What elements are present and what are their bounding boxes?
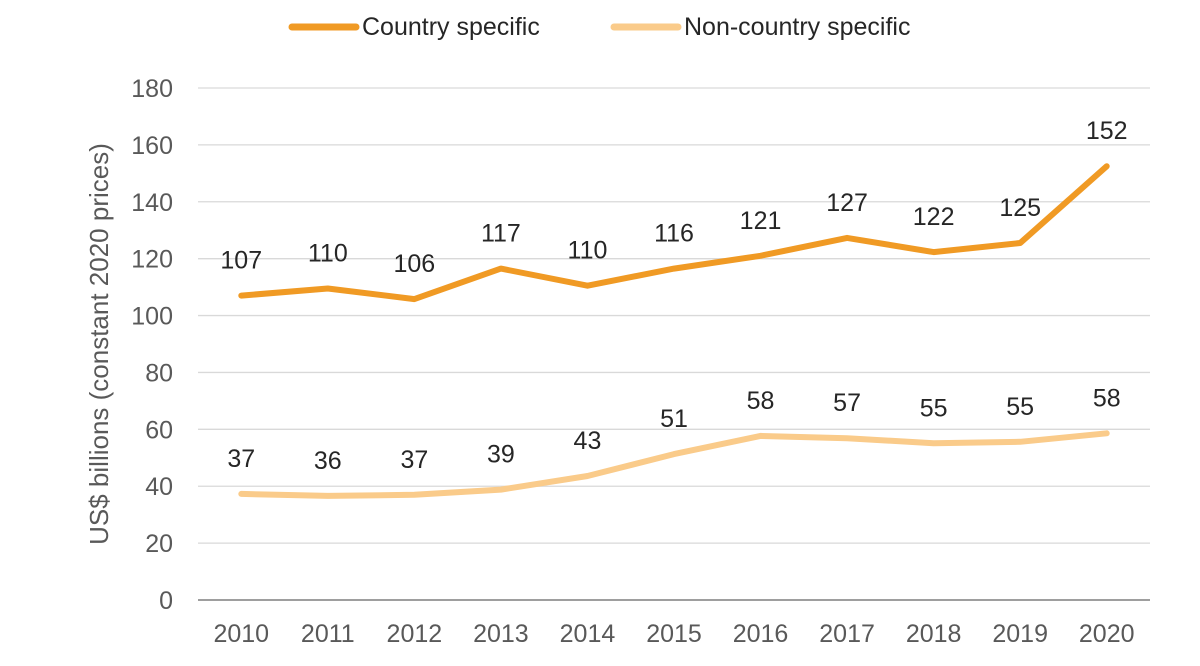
- series-line-country-specific: [238, 163, 1110, 303]
- data-label: 122: [913, 203, 955, 231]
- legend-label-non-country-specific: Non-country specific: [684, 13, 910, 41]
- y-tick-label: 20: [145, 530, 173, 558]
- data-label: 36: [314, 447, 342, 475]
- y-tick-label: 40: [145, 473, 173, 501]
- y-axis-title: US$ billions (constant 2020 prices): [84, 143, 114, 545]
- data-label: 121: [740, 207, 782, 235]
- series-lines: [238, 163, 1110, 499]
- data-label: 55: [1006, 393, 1034, 421]
- data-label: 116: [654, 220, 694, 248]
- data-label: 152: [1086, 117, 1128, 145]
- data-label: 58: [1093, 384, 1121, 412]
- data-label: 37: [227, 445, 255, 473]
- x-tick-label: 2013: [473, 620, 529, 648]
- data-label: 43: [574, 427, 602, 455]
- y-tick-label: 0: [159, 587, 173, 615]
- x-tick-label: 2014: [560, 620, 616, 648]
- x-tick-label: 2018: [906, 620, 962, 648]
- data-label: 107: [220, 247, 262, 275]
- data-label: 117: [481, 220, 521, 248]
- series-line-non-country-specific: [238, 430, 1110, 499]
- data-label: 58: [747, 387, 775, 415]
- data-label: 110: [568, 237, 608, 265]
- y-tick-label: 60: [145, 416, 173, 444]
- data-label: 127: [826, 189, 868, 217]
- data-labels: 107 110 106 117 110 116 121 127 122 125 152 37 36 37 3…: [220, 117, 1127, 475]
- y-tick-label: 100: [131, 303, 173, 331]
- y-tick-label: 80: [145, 359, 173, 387]
- data-label: 37: [400, 446, 428, 474]
- x-tick-label: 2017: [819, 620, 875, 648]
- data-label: 110: [308, 240, 348, 268]
- data-label: 125: [999, 194, 1041, 222]
- data-label: 106: [394, 250, 436, 278]
- y-tick-label: 180: [131, 75, 173, 103]
- y-tick-label: 140: [131, 189, 173, 217]
- data-label: 55: [920, 394, 948, 422]
- data-label: 51: [660, 405, 688, 433]
- x-tick-label: 2016: [733, 620, 789, 648]
- x-tick-label: 2015: [646, 620, 702, 648]
- x-tick-label: 2011: [301, 620, 355, 648]
- data-label: 57: [833, 389, 861, 417]
- legend-label-country-specific: Country specific: [362, 13, 540, 41]
- x-axis-ticks: 2010 2011 2012 2013 2014 2015 2016 2017 2018 2019…: [213, 620, 1134, 648]
- data-label: 39: [487, 441, 515, 469]
- legend: Country specific Non-country specific: [288, 13, 910, 41]
- y-axis-ticks: 0 20 40 60 80 100 120 140 160 180: [131, 75, 173, 615]
- gridlines: [198, 87, 1150, 544]
- y-tick-label: 160: [131, 132, 173, 160]
- x-tick-label: 2019: [992, 620, 1048, 648]
- x-tick-label: 2010: [213, 620, 269, 648]
- y-tick-label: 120: [131, 246, 173, 274]
- x-tick-label: 2012: [387, 620, 443, 648]
- x-tick-label: 2020: [1079, 620, 1135, 648]
